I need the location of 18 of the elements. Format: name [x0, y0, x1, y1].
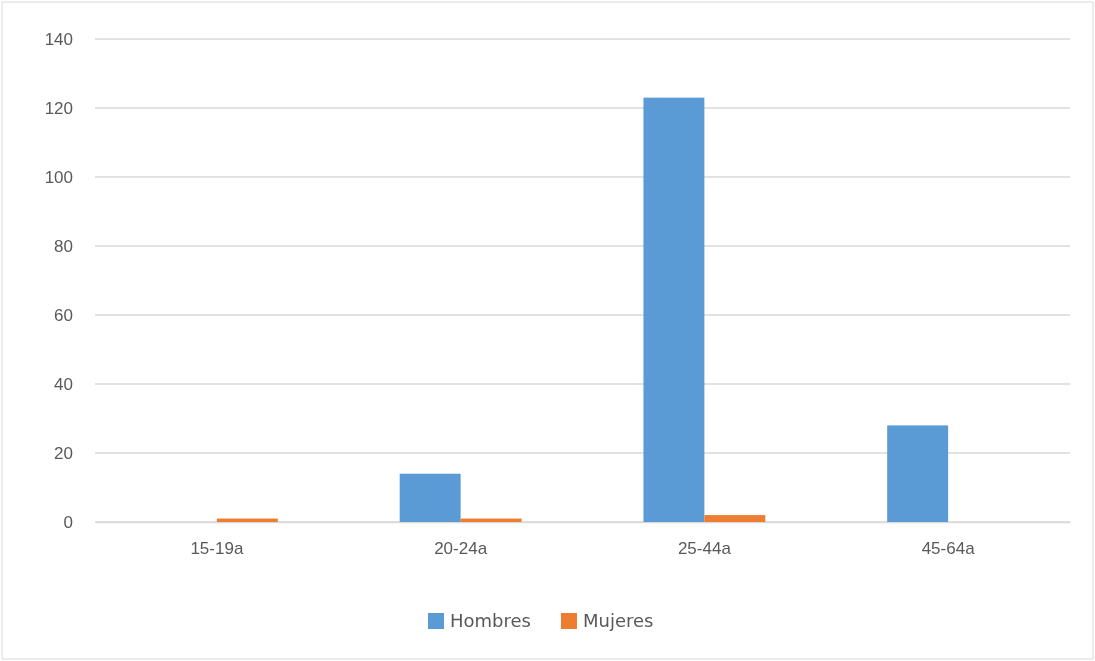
legend-label: Hombres — [450, 610, 531, 631]
bar — [704, 515, 766, 522]
y-tick-label: 140 — [44, 29, 73, 49]
bar — [399, 473, 461, 522]
y-tick-label: 100 — [44, 167, 73, 187]
y-tick-label: 60 — [54, 305, 73, 325]
y-tick-label: 20 — [54, 443, 73, 463]
x-tick-label: 15-19a — [190, 539, 244, 559]
x-tick-label: 45-64a — [921, 539, 976, 559]
bar — [643, 97, 705, 522]
x-tick-label: 25-44a — [677, 539, 732, 559]
bar — [887, 425, 949, 522]
legend-label: Mujeres — [582, 610, 654, 631]
x-tick-label: 20-24a — [434, 539, 488, 559]
y-tick-label: 80 — [54, 236, 73, 256]
y-tick-label: 40 — [54, 374, 73, 394]
y-tick-label: 120 — [44, 98, 73, 118]
y-tick-label: 0 — [63, 512, 73, 532]
